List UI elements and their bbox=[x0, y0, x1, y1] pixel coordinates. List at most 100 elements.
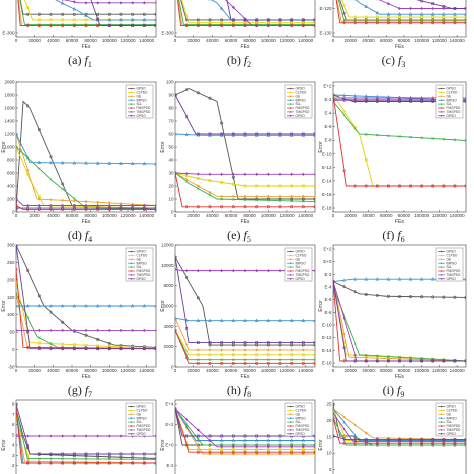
series-marker bbox=[142, 161, 147, 166]
series-line bbox=[341, 0, 466, 18]
legend-marker bbox=[440, 425, 443, 427]
series-marker bbox=[313, 194, 315, 199]
series-marker bbox=[16, 197, 18, 201]
series-marker bbox=[185, 343, 189, 347]
series-marker bbox=[16, 434, 18, 438]
series-line bbox=[19, 0, 156, 15]
x-tick-label: 100000 bbox=[102, 38, 118, 43]
series-line bbox=[175, 408, 315, 448]
series-marker bbox=[84, 457, 88, 461]
series-marker bbox=[342, 113, 346, 117]
series-marker bbox=[220, 361, 224, 365]
legend-box bbox=[435, 84, 464, 119]
y-tick-label: 1200 bbox=[4, 132, 15, 137]
series-marker bbox=[301, 348, 305, 352]
series-marker bbox=[278, 18, 282, 22]
series-marker bbox=[61, 24, 65, 28]
series-marker bbox=[278, 353, 282, 357]
series-marker bbox=[364, 98, 368, 102]
series-marker bbox=[255, 172, 259, 176]
series-marker bbox=[84, 206, 88, 210]
y-tick-label: 0 bbox=[12, 210, 15, 215]
series-marker bbox=[16, 145, 18, 149]
series-marker bbox=[313, 200, 315, 203]
series-marker bbox=[220, 132, 224, 136]
series-marker bbox=[208, 341, 212, 345]
series-marker bbox=[353, 277, 357, 281]
legend-marker bbox=[130, 95, 133, 98]
series-marker bbox=[266, 348, 270, 352]
legend-label: GPSO bbox=[137, 405, 147, 409]
series-line bbox=[175, 172, 315, 187]
series-marker bbox=[313, 318, 315, 322]
series-marker bbox=[243, 184, 247, 188]
series-marker bbox=[397, 184, 401, 188]
x-tick-label: 40000 bbox=[362, 38, 375, 43]
series-marker bbox=[266, 341, 270, 345]
series-marker bbox=[61, 12, 65, 16]
series-group bbox=[333, 277, 466, 363]
series-marker bbox=[208, 269, 212, 273]
series-marker bbox=[398, 359, 401, 363]
series-line bbox=[333, 417, 466, 444]
series-marker bbox=[453, 359, 457, 363]
series-marker bbox=[185, 14, 189, 18]
x-axis-label: FEs bbox=[395, 219, 404, 225]
series-group bbox=[16, 403, 156, 465]
x-tick-label: 120000 bbox=[432, 368, 448, 373]
caption-function: f bbox=[244, 53, 249, 67]
series-marker bbox=[154, 1, 156, 5]
legend-marker bbox=[130, 111, 133, 113]
x-tick-label: 60000 bbox=[225, 368, 238, 373]
series-marker bbox=[142, 328, 146, 333]
series-marker bbox=[364, 15, 368, 19]
y-tick-label: E-8 bbox=[324, 138, 332, 143]
legend-label: GPSO bbox=[137, 87, 147, 91]
series-marker bbox=[301, 318, 306, 322]
series-marker bbox=[154, 328, 156, 333]
series-marker bbox=[16, 145, 18, 149]
legend-marker bbox=[440, 429, 443, 431]
y-tick-label: 0 bbox=[12, 347, 15, 352]
series-marker bbox=[131, 461, 135, 465]
series-marker bbox=[231, 132, 235, 136]
series-marker bbox=[278, 205, 282, 209]
series-line bbox=[16, 281, 156, 350]
legend-label: SLL bbox=[137, 265, 143, 269]
series-marker bbox=[96, 1, 100, 5]
series-marker bbox=[107, 206, 111, 210]
series-marker bbox=[290, 18, 294, 22]
series-marker bbox=[420, 6, 424, 11]
y-tick-label: 6000 bbox=[163, 304, 174, 309]
series-marker bbox=[175, 316, 177, 320]
legend-label: FMGPSO bbox=[137, 106, 151, 110]
series-marker bbox=[142, 452, 146, 456]
series-marker bbox=[72, 206, 76, 210]
legend-label: FMGPSO bbox=[296, 269, 310, 273]
series-marker bbox=[26, 24, 30, 28]
series-marker bbox=[409, 295, 413, 299]
series-marker bbox=[464, 438, 466, 442]
series-marker bbox=[453, 15, 457, 19]
legend-label: IMPSO bbox=[137, 416, 148, 420]
series-marker bbox=[107, 455, 111, 459]
series-marker bbox=[302, 443, 305, 447]
series-marker bbox=[387, 438, 390, 442]
series-marker bbox=[254, 438, 259, 442]
series-marker bbox=[60, 1, 65, 5]
y-tick-label: 400 bbox=[7, 184, 15, 189]
series-line bbox=[178, 0, 315, 25]
series-marker bbox=[243, 361, 247, 365]
series-marker bbox=[231, 353, 235, 357]
legend-label: FMGPSO bbox=[296, 106, 310, 110]
series-marker bbox=[353, 98, 357, 102]
series-marker bbox=[386, 12, 391, 16]
series-marker bbox=[364, 359, 368, 363]
legend-box bbox=[435, 402, 464, 437]
legend-label: IMPSO bbox=[447, 261, 458, 265]
series-marker bbox=[196, 132, 200, 136]
series-marker bbox=[266, 438, 271, 442]
series-line bbox=[16, 205, 156, 210]
series-marker bbox=[96, 461, 100, 465]
